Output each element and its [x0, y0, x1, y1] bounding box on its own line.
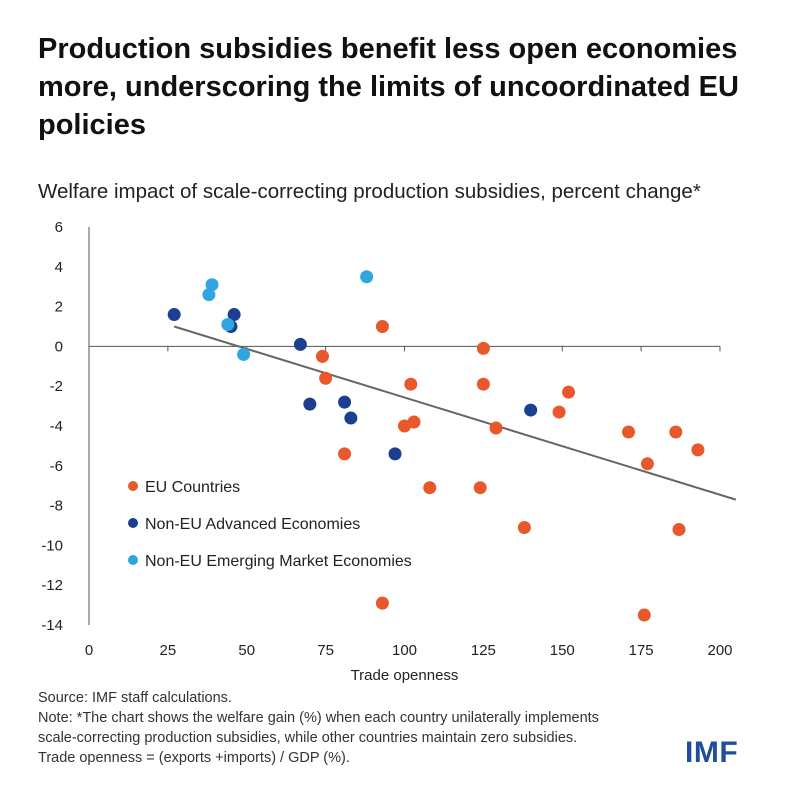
y-tick-label: -2 — [50, 378, 63, 395]
data-point — [423, 481, 437, 495]
x-tick-label: 100 — [392, 642, 417, 659]
data-point — [338, 447, 352, 461]
data-point — [205, 278, 219, 292]
data-point — [552, 405, 566, 419]
y-tick-label: -4 — [50, 418, 63, 435]
x-tick-label: 50 — [238, 642, 255, 659]
data-point — [562, 385, 576, 399]
data-point — [167, 308, 181, 322]
x-tick-label: 75 — [317, 642, 334, 659]
y-tick-label: -12 — [41, 577, 63, 594]
data-point — [293, 337, 307, 351]
data-point — [388, 447, 402, 461]
data-point — [473, 481, 487, 495]
data-point — [303, 397, 317, 411]
data-point — [640, 457, 654, 471]
data-point — [315, 349, 329, 363]
data-point — [360, 270, 374, 284]
legend-marker — [128, 555, 138, 565]
x-tick-label: 175 — [629, 642, 654, 659]
data-point — [221, 318, 235, 332]
data-point — [691, 443, 705, 457]
data-point — [375, 320, 389, 333]
footnote-line-2: scale-correcting production subsidies, w… — [38, 730, 578, 746]
data-point — [524, 403, 538, 417]
data-point — [338, 395, 352, 409]
x-tick-label: 150 — [550, 642, 575, 659]
legend-label: Non-EU Emerging Market Economies — [145, 553, 412, 570]
x-tick-label: 125 — [471, 642, 496, 659]
data-point — [672, 522, 686, 536]
y-tick-label: 2 — [55, 299, 63, 316]
data-point — [202, 288, 216, 302]
y-tick-label: -8 — [50, 498, 63, 515]
data-point — [622, 425, 636, 439]
footnote-line-3: Trade openness = (exports +imports) / GD… — [38, 750, 350, 766]
data-point — [517, 520, 531, 534]
data-point — [489, 421, 503, 435]
data-point — [476, 341, 490, 355]
data-point — [669, 425, 683, 439]
data-point — [375, 596, 389, 610]
y-tick-label: 0 — [55, 338, 63, 355]
trend-line — [173, 325, 737, 501]
legend-label: Non-EU Advanced Economies — [145, 516, 360, 533]
data-point — [237, 347, 251, 361]
y-tick-label: -10 — [41, 537, 63, 554]
x-tick-label: 200 — [707, 642, 732, 659]
data-point — [404, 377, 418, 391]
data-point — [637, 608, 651, 622]
data-point — [407, 415, 421, 429]
legend-marker — [128, 481, 138, 491]
y-tick-label: 6 — [55, 219, 63, 236]
chart-title: Production subsidies benefit less open e… — [38, 33, 739, 141]
x-axis-label: Trade openness — [351, 667, 459, 684]
y-tick-label: -6 — [50, 458, 63, 475]
data-point — [319, 371, 333, 385]
legend-marker — [128, 518, 138, 528]
legend-label: EU Countries — [145, 479, 240, 496]
footnote-line-1: Note: *The chart shows the welfare gain … — [38, 710, 599, 726]
chart-subtitle: Welfare impact of scale-correcting produ… — [38, 180, 701, 203]
x-tick-label: 0 — [85, 642, 93, 659]
y-tick-label: -14 — [41, 617, 63, 634]
data-point — [227, 308, 241, 322]
imf-logo: IMF — [685, 736, 739, 769]
data-point — [476, 377, 490, 391]
source-note: Source: IMF staff calculations. — [38, 690, 232, 706]
y-tick-label: 4 — [55, 259, 63, 276]
data-point — [344, 411, 358, 425]
x-tick-label: 25 — [160, 642, 177, 659]
